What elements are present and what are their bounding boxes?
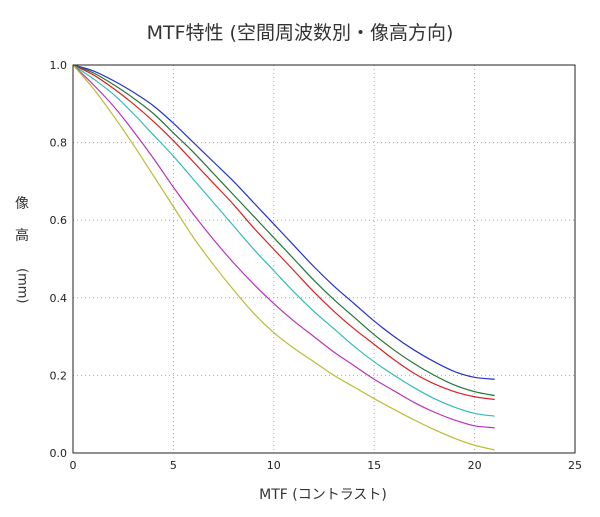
series-line-6 <box>72 64 495 451</box>
y-tick-labels: 0.0 0.2 0.4 0.6 0.8 1.0 <box>50 59 68 460</box>
y-axis-label-unit: (mm) <box>14 268 30 304</box>
y-axis-label-char-1: 像 <box>15 196 29 212</box>
y-tick-label: 0.8 <box>50 137 68 150</box>
series-line-2 <box>72 64 495 397</box>
chart-title: MTF特性 (空間周波数別・像高方向) <box>146 22 454 44</box>
x-tick-labels: 0 5 10 15 20 25 <box>70 459 583 472</box>
x-tick-label: 25 <box>568 459 582 472</box>
series-line-1 <box>72 64 495 380</box>
x-tick-label: 15 <box>367 459 381 472</box>
x-tick-label: 5 <box>170 459 177 472</box>
x-tick-label: 10 <box>267 459 281 472</box>
grid <box>73 65 575 453</box>
series-line-3 <box>72 64 495 401</box>
x-axis-label: MTF (コントラスト) <box>259 487 387 503</box>
series-line-4 <box>72 64 495 417</box>
y-tick-label: 0.4 <box>50 292 68 305</box>
y-tick-label: 0.0 <box>50 447 68 460</box>
y-tick-label: 1.0 <box>50 59 68 72</box>
x-tick-label: 0 <box>70 459 77 472</box>
series-line-5 <box>72 64 495 429</box>
y-axis-label: 像 高 (mm) <box>8 188 36 316</box>
plot-frame <box>72 64 576 454</box>
series-lines <box>72 64 495 451</box>
y-tick-label: 0.6 <box>50 214 68 227</box>
x-tick-label: 20 <box>468 459 482 472</box>
y-axis-label-char-2: 高 <box>15 228 29 244</box>
y-tick-label: 0.2 <box>50 369 68 382</box>
